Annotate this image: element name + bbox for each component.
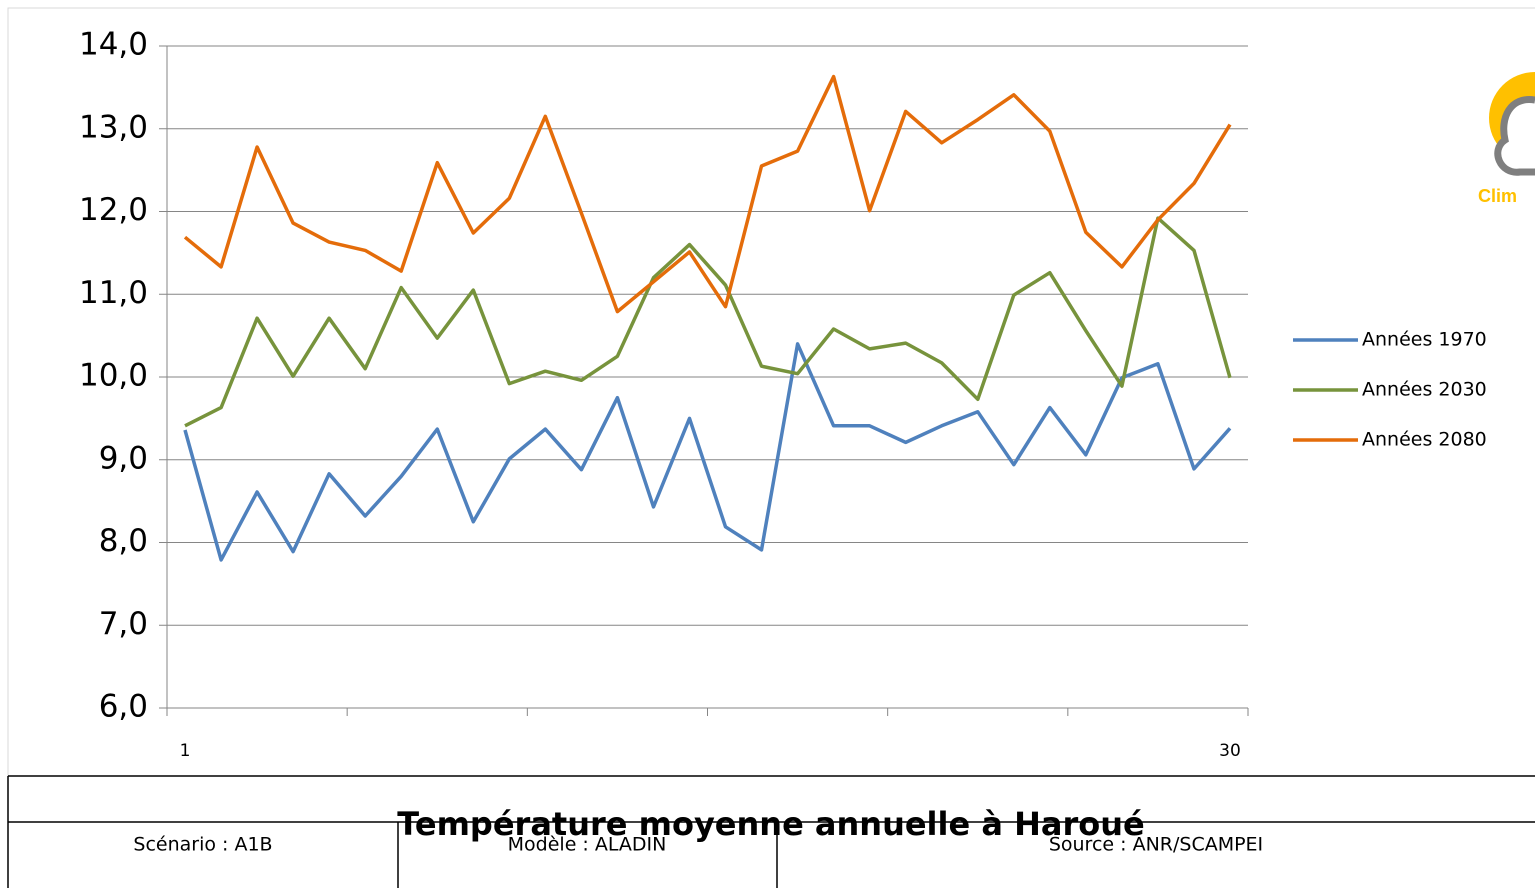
footer-cell: Source : ANR/SCAMPEI bbox=[1049, 834, 1263, 856]
footer-cell: Modèle : ALADIN bbox=[508, 834, 667, 856]
y-tick-label: 10,0 bbox=[79, 358, 148, 394]
series-line bbox=[183, 342, 1232, 562]
y-tick-label: 13,0 bbox=[79, 109, 148, 145]
y-tick-label: 6,0 bbox=[99, 689, 148, 725]
logo: Clim bbox=[1478, 72, 1535, 206]
footer-title: Température moyenne annuelle à Haroué bbox=[397, 805, 1144, 843]
legend-label: Années 2030 bbox=[1362, 379, 1487, 401]
y-tick-label: 8,0 bbox=[99, 523, 148, 559]
series-line bbox=[183, 74, 1232, 314]
series-line bbox=[184, 216, 1232, 428]
y-tick-label: 7,0 bbox=[99, 606, 148, 642]
y-tick-label: 9,0 bbox=[99, 440, 148, 476]
x-tick-label: 30 bbox=[1219, 741, 1241, 761]
footer-cell: Scénario : A1B bbox=[133, 834, 272, 856]
chart-frame bbox=[7, 7, 1535, 777]
y-tick-label: 11,0 bbox=[79, 275, 148, 311]
logo-cloud bbox=[1494, 96, 1535, 176]
legend-label: Années 2080 bbox=[1362, 429, 1487, 451]
y-tick-label: 12,0 bbox=[79, 192, 148, 228]
logo-text: Clim bbox=[1478, 186, 1517, 206]
footer-table bbox=[7, 775, 1535, 888]
y-tick-label: 14,0 bbox=[79, 27, 148, 63]
x-tick-label: 1 bbox=[180, 741, 191, 761]
legend-label: Années 1970 bbox=[1362, 329, 1487, 351]
